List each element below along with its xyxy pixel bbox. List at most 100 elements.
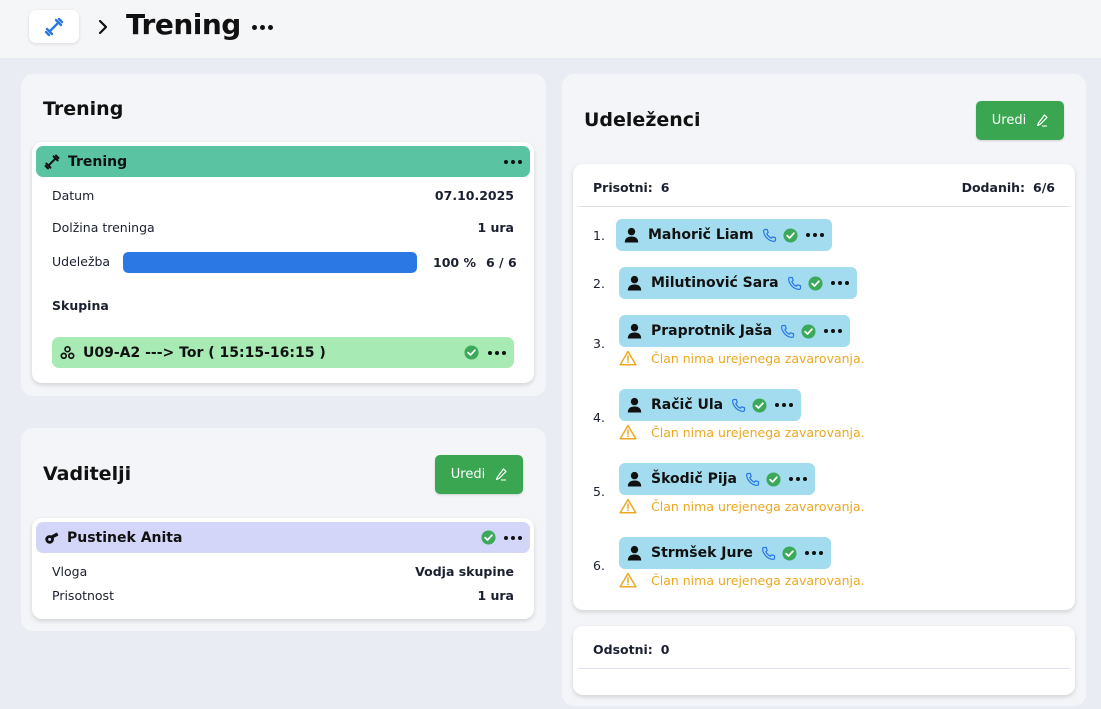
dumbbell-icon bbox=[44, 154, 60, 170]
top-bar: Trening bbox=[0, 0, 1101, 58]
phone-icon[interactable] bbox=[787, 276, 802, 291]
coaches-edit-button[interactable]: Uredi bbox=[435, 455, 523, 494]
phone-icon[interactable] bbox=[745, 472, 760, 487]
check-icon bbox=[481, 530, 496, 545]
training-panel: Trening Trening Datum 07.10.2025 bbox=[21, 74, 546, 396]
participant-name: Milutinović Sara bbox=[651, 275, 779, 291]
date-row: Datum 07.10.2025 bbox=[52, 188, 514, 203]
coach-card-header: Pustinek Anita bbox=[36, 522, 530, 553]
whistle-icon bbox=[44, 530, 59, 545]
insurance-warning-text: Član nima urejenega zavarovanja. bbox=[651, 572, 865, 588]
person-icon bbox=[627, 275, 642, 291]
absent-summary: Odsotni: 0 bbox=[593, 642, 669, 657]
warning-icon bbox=[619, 424, 637, 440]
more-options-icon[interactable] bbox=[788, 477, 807, 481]
more-options-icon[interactable] bbox=[824, 329, 843, 333]
coaches-panel: Vaditelji Uredi Pustinek Anita bbox=[21, 428, 546, 631]
more-options-icon[interactable] bbox=[504, 159, 522, 164]
edit-button-label: Uredi bbox=[450, 467, 486, 482]
participant-name: Praprotnik Jaša bbox=[651, 323, 773, 339]
participant-name: Škodič Pija bbox=[651, 471, 737, 487]
training-panel-title: Trening bbox=[43, 98, 124, 120]
page-title: Trening bbox=[126, 8, 241, 41]
attendance-row: Udeležba bbox=[52, 254, 110, 269]
participants-panel: Udeleženci Uredi Prisotni: 6 Dodanih: 6/6 … bbox=[562, 74, 1086, 706]
check-icon bbox=[766, 471, 781, 487]
phone-icon[interactable] bbox=[731, 398, 746, 413]
check-icon bbox=[808, 275, 823, 291]
participants-panel-title: Udeleženci bbox=[584, 109, 701, 131]
warning-icon bbox=[619, 572, 637, 588]
role-value: Vodja skupine bbox=[415, 564, 514, 579]
present-card: Prisotni: 6 Dodanih: 6/6 1. Mahorič Liam 2. M… bbox=[573, 164, 1075, 610]
person-icon bbox=[627, 471, 642, 487]
duration-row: Dolžina treninga 1 ura bbox=[52, 220, 514, 235]
participant-name: Račič Ula bbox=[651, 397, 724, 413]
absent-count: 0 bbox=[660, 642, 670, 657]
breadcrumb-chevron-icon bbox=[95, 15, 111, 39]
warning-icon bbox=[619, 350, 637, 366]
attendance-progress-bar bbox=[123, 252, 417, 273]
more-options-icon[interactable] bbox=[248, 18, 276, 36]
participant-number: 2. bbox=[593, 276, 605, 291]
warning-icon bbox=[619, 498, 637, 514]
phone-icon[interactable] bbox=[761, 546, 776, 561]
more-options-icon[interactable] bbox=[805, 233, 824, 237]
more-options-icon[interactable] bbox=[775, 403, 794, 407]
present-divider bbox=[578, 206, 1070, 207]
participant-pill[interactable]: Škodič Pija bbox=[619, 463, 815, 495]
present-count: 6 bbox=[660, 180, 670, 195]
insurance-warning: Član nima urejenega zavarovanja. bbox=[619, 350, 865, 366]
attendance-progress-fill bbox=[123, 252, 417, 273]
phone-icon[interactable] bbox=[780, 324, 795, 339]
training-card-header: Trening bbox=[36, 146, 530, 177]
more-options-icon[interactable] bbox=[804, 551, 823, 555]
presence-value: 1 ura bbox=[477, 588, 514, 603]
duration-label: Dolžina treninga bbox=[52, 220, 155, 235]
more-options-icon[interactable] bbox=[488, 350, 506, 355]
group-heading-row: Skupina bbox=[52, 298, 514, 313]
added-summary: Dodanih: 6/6 bbox=[962, 180, 1055, 195]
attendance-label: Udeležba bbox=[52, 254, 111, 269]
check-icon bbox=[752, 397, 767, 413]
insurance-warning: Član nima urejenega zavarovanja. bbox=[619, 572, 865, 588]
participant-name: Mahorič Liam bbox=[648, 227, 754, 243]
group-pill[interactable]: U09-A2 ---> Tor ( 15:15-16:15 ) bbox=[52, 337, 514, 368]
duration-value: 1 ura bbox=[477, 220, 514, 235]
attendance-percent: 100 % bbox=[433, 255, 476, 270]
participant-number: 1. bbox=[593, 228, 605, 243]
present-label: Prisotni: bbox=[593, 180, 653, 195]
pencil-icon bbox=[495, 468, 507, 481]
phone-icon[interactable] bbox=[762, 228, 777, 243]
coach-card: Pustinek Anita Vloga Vodja skupine Priso… bbox=[32, 518, 534, 619]
participant-number: 4. bbox=[593, 410, 605, 425]
participants-edit-button[interactable]: Uredi bbox=[976, 101, 1064, 140]
training-card-title: Trening bbox=[68, 153, 128, 170]
insurance-warning-text: Član nima urejenega zavarovanja. bbox=[651, 424, 865, 440]
date-label: Datum bbox=[52, 188, 95, 203]
check-icon bbox=[782, 545, 797, 561]
participant-pill[interactable]: Račič Ula bbox=[619, 389, 802, 421]
participant-pill[interactable]: Mahorič Liam bbox=[616, 219, 832, 251]
group-heading: Skupina bbox=[52, 298, 109, 313]
insurance-warning: Član nima urejenega zavarovanja. bbox=[619, 424, 865, 440]
participant-number: 3. bbox=[593, 336, 605, 351]
present-summary: Prisotni: 6 bbox=[593, 180, 670, 195]
check-icon bbox=[801, 323, 816, 339]
participant-pill[interactable]: Milutinović Sara bbox=[619, 267, 857, 299]
presence-label: Prisotnost bbox=[52, 588, 114, 603]
participant-pill[interactable]: Strmšek Jure bbox=[619, 537, 831, 569]
person-icon bbox=[627, 323, 642, 339]
group-name: U09-A2 ---> Tor ( 15:15-16:15 ) bbox=[83, 344, 326, 361]
more-options-icon[interactable] bbox=[830, 281, 849, 285]
participant-pill[interactable]: Praprotnik Jaša bbox=[619, 315, 851, 347]
attendance-count: 6 / 6 bbox=[486, 255, 517, 270]
insurance-warning: Član nima urejenega zavarovanja. bbox=[619, 498, 865, 514]
pencil-icon bbox=[1036, 114, 1048, 127]
absent-card: Odsotni: 0 bbox=[573, 626, 1075, 695]
added-label: Dodanih: bbox=[961, 180, 1026, 195]
group-icon bbox=[60, 345, 75, 360]
more-options-icon[interactable] bbox=[504, 535, 522, 540]
home-button[interactable] bbox=[29, 10, 79, 43]
person-icon bbox=[627, 545, 642, 561]
